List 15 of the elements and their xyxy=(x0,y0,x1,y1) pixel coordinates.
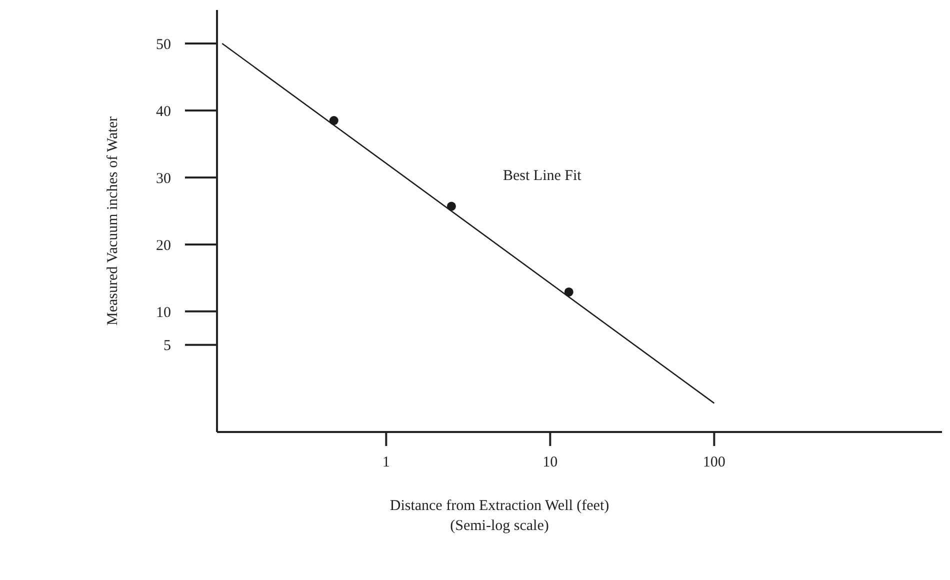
point xyxy=(564,288,574,297)
y-tick-label: 10 xyxy=(156,304,171,321)
y-tick-label: 20 xyxy=(156,238,171,254)
y-tick-label: 40 xyxy=(156,104,171,120)
point xyxy=(446,202,456,211)
x-axis-title: Distance from Extraction Well (feet) (Semi-log scale) xyxy=(388,497,610,536)
y-tick-label: 5 xyxy=(164,338,171,354)
point xyxy=(329,116,338,126)
x-tick-label: 1 xyxy=(382,454,390,471)
y-axis-title: Measured Vacuum inches of Water xyxy=(104,116,122,328)
x-tick-label: 10 xyxy=(542,454,558,471)
x-tick-label: 100 xyxy=(702,454,726,471)
y-tick-label: 50 xyxy=(156,36,171,53)
y-tick-label: 30 xyxy=(156,170,171,187)
annotation: Best Line Fit xyxy=(503,168,582,185)
